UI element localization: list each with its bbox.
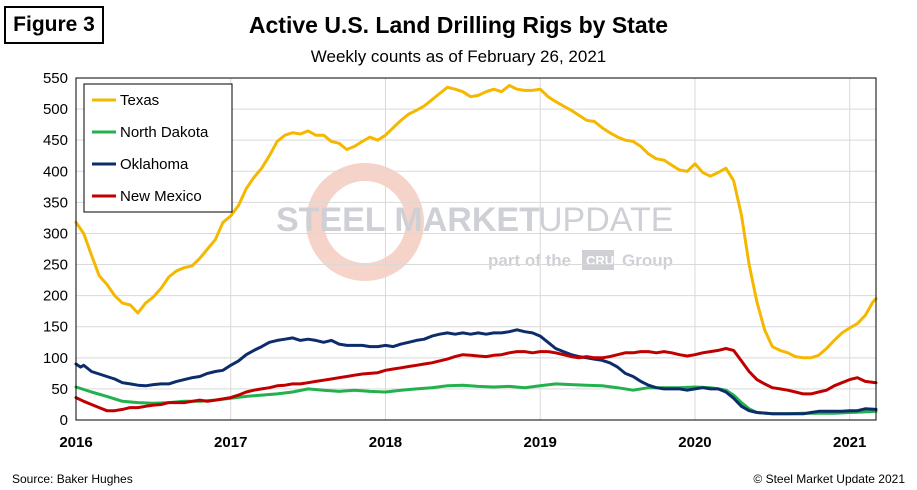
legend-box: [83, 83, 233, 213]
x-axis: 2016 2017 2018 2019 2020 2021: [59, 434, 866, 451]
x-tick-label: 2016: [59, 434, 92, 451]
x-tick-label: 2019: [524, 434, 557, 451]
figure-label: Figure 3: [4, 6, 104, 44]
y-tick-label: 100: [43, 350, 68, 367]
copyright-note: © Steel Market Update 2021: [753, 472, 905, 486]
y-tick-label: 400: [43, 163, 68, 180]
watermark-logo-text: CRU: [586, 253, 614, 268]
watermark-brand-bold: STEEL MARKET: [276, 201, 540, 239]
plot-frame: [75, 77, 877, 421]
y-tick-label: 350: [43, 194, 68, 211]
watermark-brand-thin: UPDATE: [538, 201, 673, 239]
y-tick-label: 500: [43, 101, 68, 118]
legend-label: North Dakota: [120, 124, 209, 141]
y-tick-label: 0: [60, 412, 68, 429]
chart-subtitle: Weekly counts as of February 26, 2021: [310, 47, 607, 66]
series-line-north-dakota: [74, 382, 878, 416]
legend-label: New Mexico: [120, 188, 202, 205]
series-lines: [74, 84, 878, 416]
watermark-tagline-prefix: part of the: [488, 251, 571, 270]
y-tick-label: 150: [43, 319, 68, 336]
x-tick-label: 2020: [678, 434, 711, 451]
y-tick-label: 200: [43, 288, 68, 305]
series-line-texas: [74, 84, 878, 360]
y-tick-label: 450: [43, 132, 68, 149]
source-note: Source: Baker Hughes: [12, 472, 133, 486]
x-tick-label: 2018: [369, 434, 402, 451]
series-line-oklahoma: [74, 328, 878, 416]
watermark-tagline-suffix: Group: [622, 251, 673, 270]
legend: Texas North Dakota Oklahoma New Mexico: [83, 83, 233, 213]
y-tick-label: 300: [43, 225, 68, 242]
watermark: STEEL MARKET UPDATE part of the CRU Grou…: [276, 163, 673, 281]
chart-title: Active U.S. Land Drilling Rigs by State: [248, 12, 669, 38]
legend-label: Texas: [120, 92, 159, 109]
x-tick-label: 2017: [214, 434, 247, 451]
y-tick-label: 550: [43, 70, 68, 87]
legend-label: Oklahoma: [120, 156, 189, 173]
x-tick-label: 2021: [833, 434, 866, 451]
series-line-new-mexico: [74, 347, 878, 413]
watermark-ring: [306, 163, 424, 281]
y-tick-label: 50: [51, 381, 68, 398]
y-axis: 0 50 100 150 200 250 300 350 400 450 500 550: [43, 70, 68, 429]
y-tick-label: 250: [43, 257, 68, 274]
